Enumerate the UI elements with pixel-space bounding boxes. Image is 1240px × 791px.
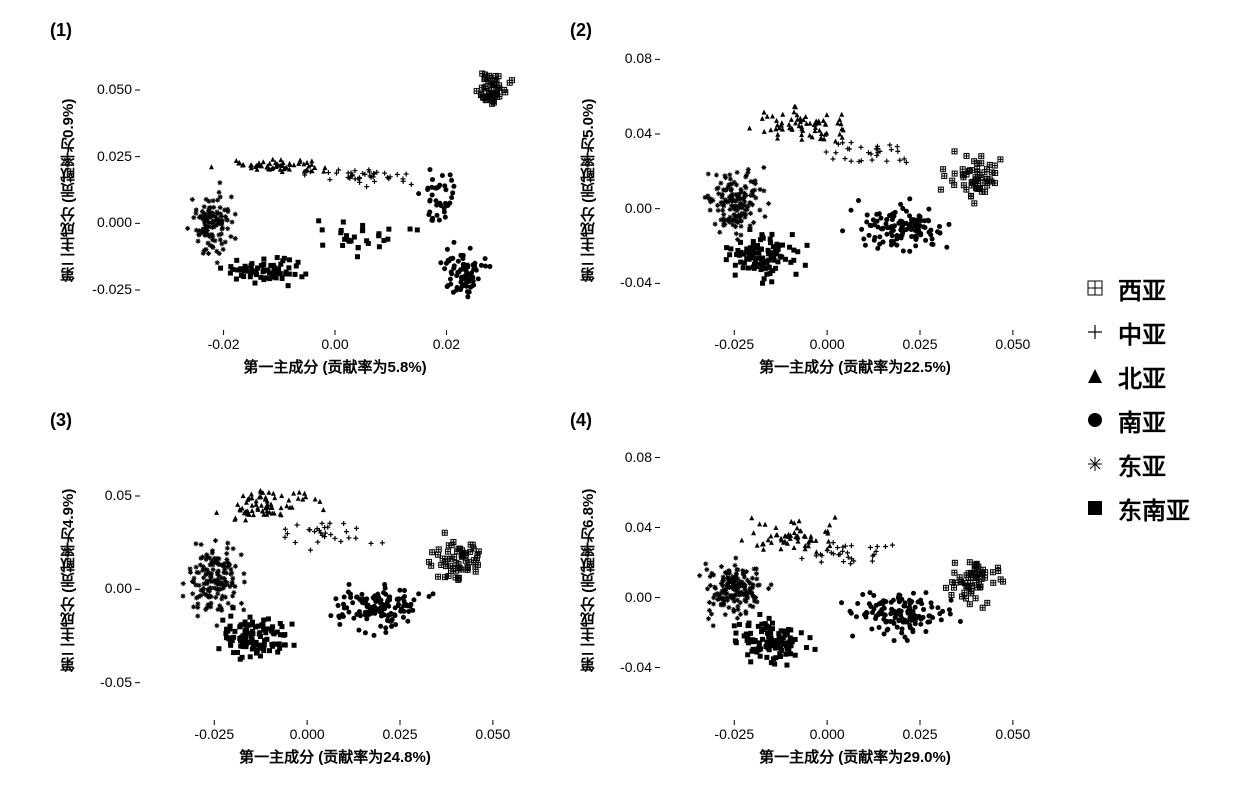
ytick-label: 0.00	[625, 589, 652, 605]
legend-item: 北亚	[1080, 360, 1220, 392]
xtick-label: 0.025	[890, 726, 950, 742]
x-axis-title: 第一主成分 (贡献率为5.8%)	[140, 356, 530, 377]
xtick-label: 0.025	[370, 726, 430, 742]
ytick-label: 0.08	[625, 50, 652, 66]
pca-figure: (1)	[10, 10, 1090, 780]
xtick-label: 0.02	[416, 336, 476, 352]
legend-label: 东南亚	[1118, 491, 1190, 526]
x-axis-title: 第一主成分 (贡献率为24.8%)	[140, 746, 530, 767]
ytick-label: 0.025	[97, 148, 132, 164]
ytick-label: 0.000	[97, 214, 132, 230]
legend: 西亚 中亚北亚南亚 东亚东南亚	[1080, 260, 1220, 536]
ytick-label: -0.05	[100, 674, 132, 690]
panel-4: (4)	[570, 410, 1070, 780]
xtick-label: 0.000	[797, 726, 857, 742]
ytick-label: 0.04	[625, 125, 652, 141]
ytick-label: 0.08	[625, 449, 652, 465]
y-axis-title: 第二主成分 (贡献率为6.8%)	[578, 440, 599, 720]
legend-label: 南亚	[1118, 403, 1166, 438]
xtick-label: 0.050	[983, 726, 1043, 742]
panel-1: (1)	[50, 20, 550, 390]
square-icon	[1080, 493, 1110, 523]
y-axis-title: 第二主成分 (贡献率为0.9%)	[58, 50, 79, 330]
legend-item: 东南亚	[1080, 492, 1220, 524]
x-axis-title: 第一主成分 (贡献率为22.5%)	[660, 356, 1050, 377]
legend-item: 南亚	[1080, 404, 1220, 436]
circle-icon	[1080, 405, 1110, 435]
xtick-label: 0.025	[890, 336, 950, 352]
legend-item: 西亚	[1080, 272, 1220, 304]
legend-label: 东亚	[1118, 447, 1166, 482]
y-axis-title: 第二主成分 (贡献率为5.0%)	[578, 50, 599, 330]
panel-2: (2)	[570, 20, 1070, 390]
ytick-label: 0.050	[97, 81, 132, 97]
xtick-label: -0.025	[184, 726, 244, 742]
legend-label: 北亚	[1118, 359, 1166, 394]
xtick-label: -0.025	[704, 726, 764, 742]
xtick-label: -0.02	[194, 336, 254, 352]
legend-item: 中亚	[1080, 316, 1220, 348]
xtick-label: 0.00	[305, 336, 365, 352]
xtick-label: 0.000	[277, 726, 337, 742]
legend-label: 中亚	[1118, 315, 1166, 350]
xtick-label: -0.025	[704, 336, 764, 352]
ytick-label: -0.04	[620, 659, 652, 675]
xtick-label: 0.000	[797, 336, 857, 352]
xtick-label: 0.050	[983, 336, 1043, 352]
squared-plus-icon	[1080, 273, 1110, 303]
scatter-plot	[50, 20, 550, 390]
legend-label: 西亚	[1118, 271, 1166, 306]
panel-3: (3)	[50, 410, 550, 780]
y-axis-title: 第二主成分 (贡献率为4.9%)	[58, 440, 79, 720]
ytick-label: -0.04	[620, 274, 652, 290]
ytick-label: 0.00	[625, 200, 652, 216]
triangle-icon	[1080, 361, 1110, 391]
asterisk-icon	[1080, 449, 1110, 479]
x-axis-title: 第一主成分 (贡献率为29.0%)	[660, 746, 1050, 767]
ytick-label: -0.025	[92, 281, 132, 297]
xtick-label: 0.050	[463, 726, 523, 742]
ytick-label: 0.00	[105, 580, 132, 596]
ytick-label: 0.04	[625, 519, 652, 535]
legend-item: 东亚	[1080, 448, 1220, 480]
ytick-label: 0.05	[105, 487, 132, 503]
plus-icon	[1080, 317, 1110, 347]
